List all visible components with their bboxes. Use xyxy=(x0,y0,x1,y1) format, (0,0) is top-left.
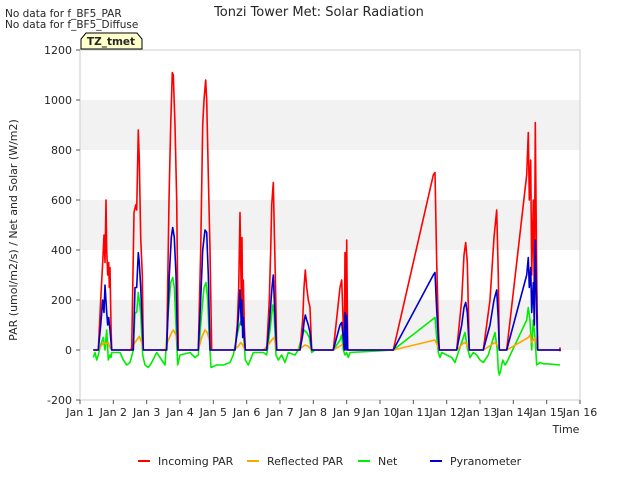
annotation-no-data-diffuse: No data for f_BF5_Diffuse xyxy=(5,19,138,31)
x-tick-label: Jan 5 xyxy=(199,406,227,419)
x-tick-label: Jan 12 xyxy=(428,406,463,419)
y-tick-label: 200 xyxy=(51,294,72,307)
series-line-pyranometer xyxy=(93,226,561,352)
grid-band xyxy=(80,300,580,350)
x-tick-label: Jan 3 xyxy=(132,406,160,419)
grid-bands xyxy=(80,100,580,350)
x-tick-label: Jan 6 xyxy=(232,406,260,419)
grid-band xyxy=(80,200,580,250)
y-tick-label: 400 xyxy=(51,244,72,257)
y-tick-label: -200 xyxy=(47,394,72,407)
y-axis: -200 0 200 400 600 800 1000 1200 xyxy=(44,44,80,407)
x-tick-label: Jan 16 xyxy=(562,406,597,419)
grid-band xyxy=(80,100,580,150)
x-tick-label: Jan 11 xyxy=(395,406,430,419)
x-axis-label: Time xyxy=(552,423,580,436)
x-tick-label: Jan 14 xyxy=(495,406,530,419)
site-label-text: TZ_tmet xyxy=(87,36,135,48)
legend-label: Incoming PAR xyxy=(158,455,234,468)
x-tick-label: Jan 4 xyxy=(165,406,193,419)
y-tick-label: 1200 xyxy=(44,44,72,57)
chart-title: Tonzi Tower Met: Solar Radiation xyxy=(213,5,424,20)
x-tick-label: Jan 10 xyxy=(362,406,397,419)
x-tick-label: Jan 1 xyxy=(65,406,93,419)
x-tick-label: Jan 8 xyxy=(299,406,327,419)
legend-label: Pyranometer xyxy=(450,455,522,468)
legend-label: Net xyxy=(378,455,398,468)
x-tick-label: Jan 7 xyxy=(265,406,293,419)
x-tick-label: Jan 9 xyxy=(332,406,360,419)
x-tick-label: Jan 15 xyxy=(528,406,563,419)
y-tick-label: 800 xyxy=(51,144,72,157)
series-layer xyxy=(92,71,561,376)
y-tick-label: 0 xyxy=(65,344,72,357)
legend: Incoming PAR Reflected PAR Net Pyranometer xyxy=(138,455,522,468)
y-axis-label: PAR (umol/m2/s) / Net and Solar (W/m2) xyxy=(7,119,20,341)
x-tick-label: Jan 2 xyxy=(99,406,127,419)
y-tick-label: 600 xyxy=(51,194,72,207)
series-line-reflected-par xyxy=(93,329,561,351)
y-tick-label: 1000 xyxy=(44,94,72,107)
plot-frame xyxy=(79,49,581,401)
x-axis: Jan 1 Jan 2 Jan 3 Jan 4 Jan 5 Jan 6 Jan 7 Jan 8… xyxy=(65,400,597,419)
site-label-box: TZ_tmet xyxy=(80,32,143,50)
x-tick-label: Jan 13 xyxy=(462,406,497,419)
annotation-no-data-par: No data for f_BF5_PAR xyxy=(5,8,122,20)
legend-label: Reflected PAR xyxy=(267,455,344,468)
